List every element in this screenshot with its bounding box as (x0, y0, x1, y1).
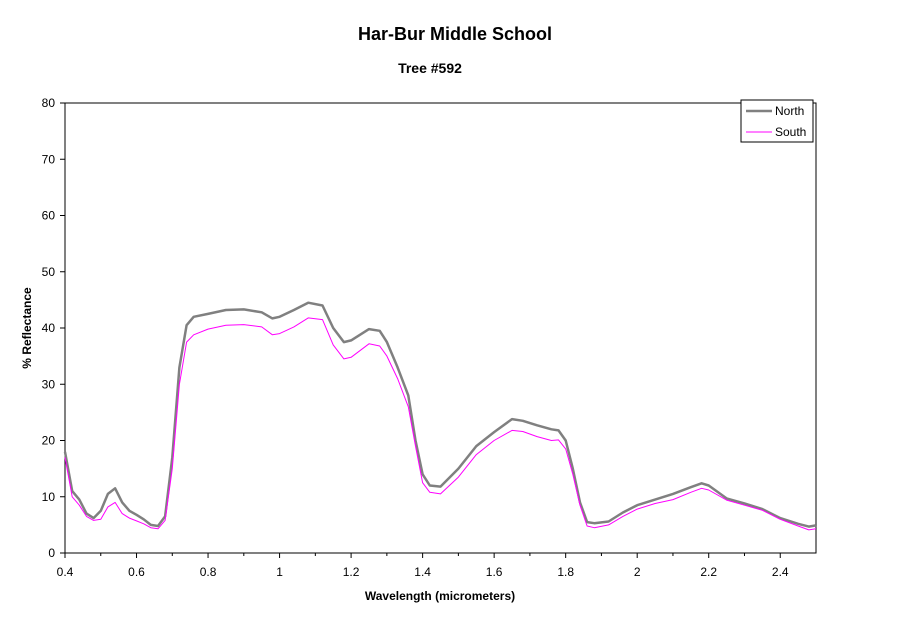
x-tick-label: 2.4 (772, 565, 789, 579)
y-axis: 0 10 20 30 40 50 60 70 80 (42, 96, 65, 560)
x-tick-label: 0.6 (128, 565, 145, 579)
y-tick-label: 70 (42, 152, 56, 166)
y-tick-label: 50 (42, 265, 56, 279)
x-tick-label: 1 (276, 565, 283, 579)
legend-label-south: South (775, 125, 806, 139)
y-tick-label: 80 (42, 96, 56, 110)
x-tick-label: 0.4 (57, 565, 74, 579)
y-tick-label: 40 (42, 321, 56, 335)
x-tick-label: 2 (634, 565, 641, 579)
y-tick-label: 30 (42, 377, 56, 391)
x-tick-label: 2.2 (700, 565, 717, 579)
legend: North South (740, 99, 814, 143)
series-lines (63, 301, 817, 531)
x-axis-label: Wavelength (micrometers) (365, 589, 515, 603)
x-tick-label: 1.6 (486, 565, 503, 579)
series-line-south (64, 317, 817, 531)
x-tick-label: 1.2 (343, 565, 360, 579)
y-tick-label: 20 (42, 434, 56, 448)
chart-title: Har-Bur Middle School (358, 24, 552, 44)
x-tick-label: 0.8 (200, 565, 217, 579)
y-axis-label: % Reflectance (20, 287, 34, 369)
y-tick-label: 0 (48, 546, 55, 560)
x-axis: 0.4 0.6 0.8 1 1.2 1.4 1.6 1.8 2 2.2 2.4 (57, 553, 789, 579)
y-tick-label: 10 (42, 490, 56, 504)
legend-box (740, 99, 814, 143)
chart-subtitle: Tree #592 (398, 60, 462, 76)
x-tick-label: 1.4 (414, 565, 431, 579)
legend-label-north: North (775, 104, 804, 118)
series-line-north (63, 301, 817, 528)
x-tick-label: 1.8 (557, 565, 574, 579)
y-tick-label: 60 (42, 209, 56, 223)
